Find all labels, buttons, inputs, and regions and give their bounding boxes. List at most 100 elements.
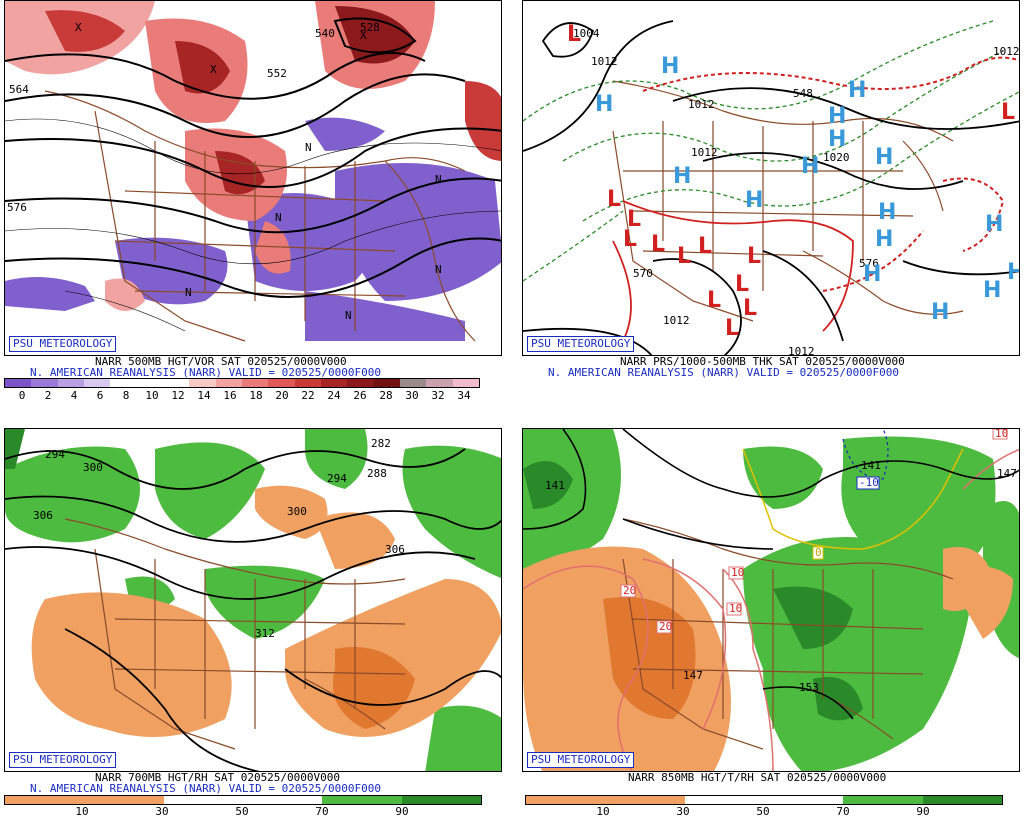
map-500mb-vorticity: 564 540 528 552 576 N N N N N N X X X [5,1,501,342]
colorbar-tick-label: 50 [235,805,249,818]
panel-700mb-valid: N. AMERICAN REANALYSIS (NARR) VALID = 02… [30,782,381,795]
colorbar-segment [215,379,242,387]
svg-text:H: H [863,262,881,287]
svg-text:H: H [875,145,893,170]
colorbar-segment [162,379,190,387]
isotherm-label-minus10: -10 [859,476,879,489]
svg-text:H: H [745,188,763,213]
colorbar-tick-label: 26 [353,389,367,402]
panel-850mb-title: NARR 850MB HGT/T/RH SAT 020525/0000V000 [628,771,887,784]
thickness-label-570: 570 [633,267,653,280]
colorbar-tick-label: 70 [315,805,329,818]
isobar-label-1012d: 1012 [993,45,1020,58]
panel-500mb-vorticity: 564 540 528 552 576 N N N N N N X X X PS… [4,0,502,356]
colorbar-tick-label: 90 [916,805,930,818]
svg-text:N: N [275,211,282,224]
colorbar-segment [31,379,58,387]
isotherm-label-10c: 10 [731,566,744,579]
contour-label-153: 153 [799,681,819,694]
svg-text:L: L [623,227,637,252]
svg-text:H: H [801,154,819,179]
colorbar-tick-label: 32 [431,389,445,402]
map-700mb-rh: 294 300 306 288 282 294 300 306 312 [5,429,501,771]
contour-label-147: 147 [997,467,1017,480]
colorbar-tick-label: 16 [223,389,237,402]
svg-text:H: H [1007,260,1020,285]
svg-text:L: L [627,207,641,232]
colorbar-tick-label: 2 [44,389,52,402]
svg-text:L: L [698,234,712,259]
svg-text:N: N [185,286,192,299]
rh-colorbar-700 [4,795,482,805]
contour-label-300: 300 [83,461,103,474]
thickness-label-576: 576 [859,257,879,270]
colorbar-segment [373,379,400,387]
isotherm-label-10: 10 [729,602,742,615]
isobar-label-1012b: 1012 [688,98,715,111]
isobar-label-1012c: 1012 [691,146,718,159]
colorbar-segment [294,379,321,387]
isobar-label-1020: 1020 [823,151,850,164]
low-center: L [567,22,581,47]
panel-500mb-title: NARR 500MB HGT/VOR SAT 020525/0000V000 [95,355,347,368]
colorbar-segment [57,379,84,387]
colorbar-tick-label: 12 [171,389,185,402]
colorbar-segment [83,379,111,387]
colorbar-tick-label: 6 [96,389,104,402]
psu-meteorology-badge: PSU METEOROLOGY [527,752,635,768]
colorbar-segment [5,379,32,387]
svg-text:H: H [828,104,846,129]
contour-label-306: 306 [33,509,53,522]
colorbar-segment [241,379,269,387]
contour-label-306b: 306 [385,543,405,556]
svg-text:H: H [848,78,866,103]
svg-text:X: X [360,29,367,42]
svg-text:X: X [210,63,217,76]
svg-text:L: L [725,316,739,341]
svg-text:L: L [651,232,665,257]
colorbar-tick-label: 14 [197,389,211,402]
svg-text:H: H [878,200,896,225]
isobar-label-1004: 1004 [573,27,600,40]
svg-text:N: N [345,309,352,322]
svg-text:H: H [985,212,1003,237]
psu-meteorology-badge: PSU METEOROLOGY [9,336,117,352]
svg-text:H: H [828,127,846,152]
colorbar-tick-label: 50 [756,805,770,818]
svg-text:L: L [607,187,621,212]
panel-700mb-title: NARR 700MB HGT/RH SAT 020525/0000V000 [95,771,341,784]
psu-meteorology-badge: PSU METEOROLOGY [527,336,635,352]
contour-label-540: 540 [315,27,335,40]
colorbar-tick-label: 30 [676,805,690,818]
contour-label-564: 564 [9,83,29,96]
panel-pressure-thickness: 1004 1012 1012 1012 1020 1012 1012 1012 … [522,0,1020,356]
map-850mb-temp-rh: 141 147 153 141 147 20 20 10 0 -10 10 10 [523,429,1019,771]
map-pressure-thickness: 1004 1012 1012 1012 1020 1012 1012 1012 … [523,20,1020,356]
contour-label-300b: 300 [287,505,307,518]
colorbar-segment [136,379,163,387]
high-center: H [661,54,679,79]
panel-prs-title: NARR PRS/1000-500MB THK SAT 020525/0000V… [620,355,905,368]
psu-meteorology-badge: PSU METEOROLOGY [9,752,117,768]
colorbar-tick-label: 0 [18,389,26,402]
panel-500mb-valid: N. AMERICAN REANALYSIS (NARR) VALID = 02… [30,366,381,379]
contour-label-528: 528 [360,21,380,34]
colorbar-tick-label: 24 [327,389,341,402]
svg-text:H: H [875,227,893,252]
isotherm-label-20: 20 [623,584,636,597]
contour-label-294b: 294 [327,472,347,485]
thickness-label-548: 548 [793,87,813,100]
svg-text:L: L [747,244,761,269]
colorbar-segment [320,379,348,387]
colorbar-segment [110,379,137,387]
isobar-label-1012e: 1012 [663,314,690,327]
isotherm-label-20b: 20 [659,620,672,633]
svg-text:X: X [75,21,82,34]
colorbar-tick-label: 30 [155,805,169,818]
svg-text:H: H [673,164,691,189]
vorticity-colorbar [4,378,480,388]
isobar-label-1012f: 1012 [788,345,815,356]
colorbar-tick-label: 18 [249,389,263,402]
panel-700mb-rh: 294 300 306 288 282 294 300 306 312 PSU … [4,428,502,772]
panel-850mb-temp-rh: 141 147 153 141 147 20 20 10 0 -10 10 10… [522,428,1020,772]
